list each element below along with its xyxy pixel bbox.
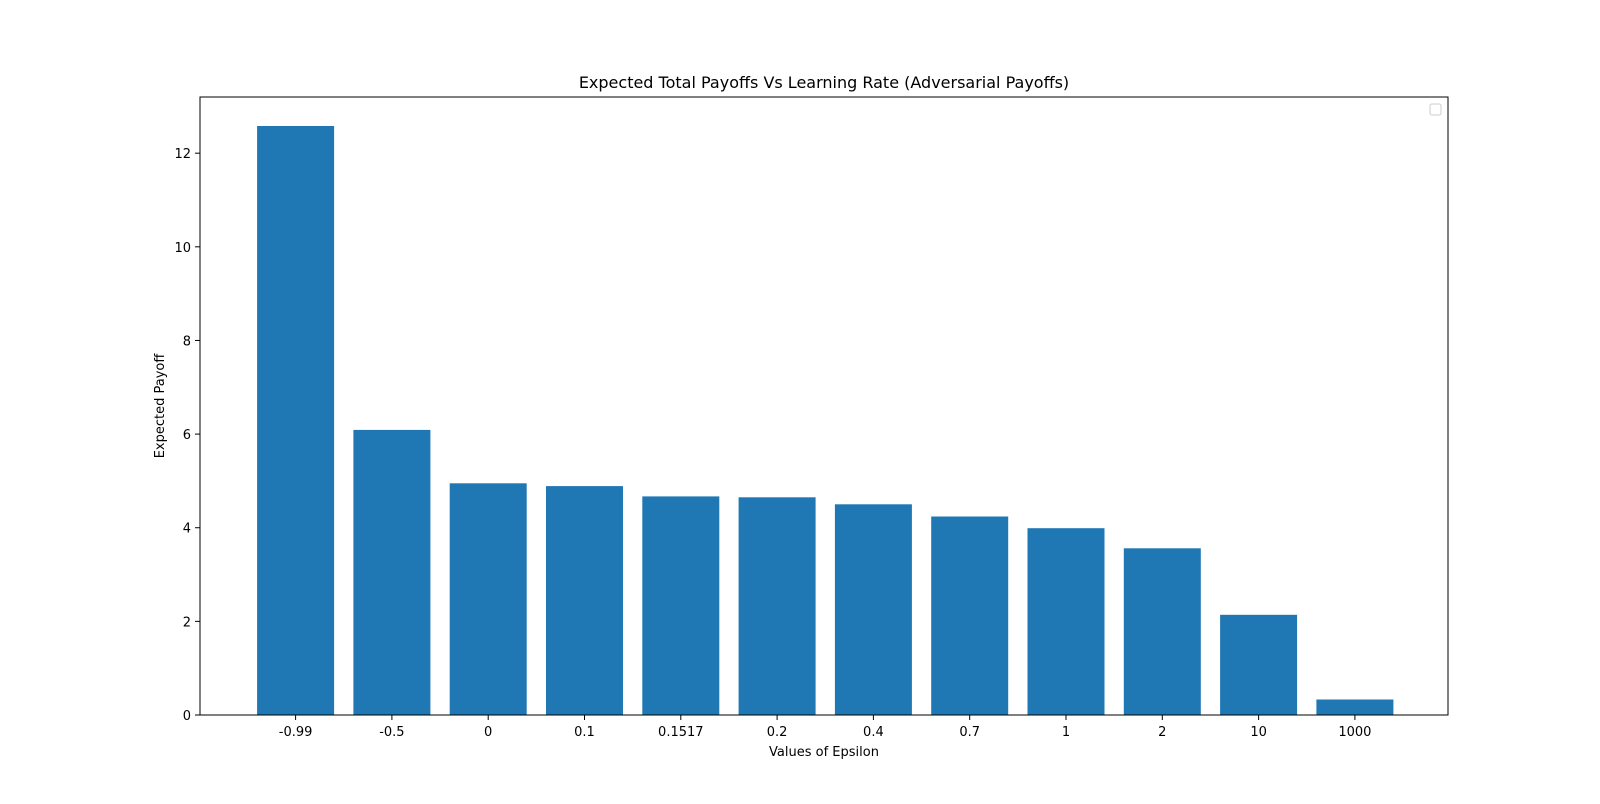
y-tick-label: 2 [183,615,191,630]
x-tick-label: -0.5 [379,725,404,740]
x-tick-label: 0 [484,725,492,740]
bars-group [257,126,1394,716]
bar [1123,548,1201,715]
chart-title: Expected Total Payoffs Vs Learning Rate … [579,73,1069,92]
x-tick-label: 0.2 [767,725,788,740]
x-tick-label: 1000 [1338,725,1371,740]
x-tick-label: 0.7 [959,725,980,740]
y-tick-label: 0 [183,709,191,724]
bar [1316,699,1394,715]
bar [257,126,335,715]
bar [642,496,720,715]
y-tick-label: 4 [183,522,191,537]
x-tick-label: -0.99 [279,725,313,740]
bar [546,486,623,715]
bar [449,483,527,716]
bar [738,497,816,715]
x-axis-ticks: -0.99 -0.5 0 0.1 0.1517 0.2 0.4 0.7 1 2 10 1000 [279,715,1371,740]
y-axis-label: Expected Payoff [153,353,168,459]
bar [931,516,1009,715]
x-tick-label: 0.1517 [658,725,704,740]
plot-area-frame [199,96,1449,716]
bar [1220,614,1298,715]
bar [353,429,431,715]
x-tick-label: 0.1 [574,725,595,740]
y-tick-label: 6 [183,428,191,443]
y-tick-label: 12 [174,147,191,162]
x-axis-label: Values of Epsilon [769,745,879,760]
y-axis-ticks: 0 2 4 6 8 10 12 [174,147,200,724]
x-tick-label: 1 [1062,725,1070,740]
y-tick-label: 10 [174,241,191,256]
x-tick-label: 0.4 [863,725,884,740]
legend-box [1429,103,1442,116]
x-tick-label: 2 [1158,725,1166,740]
y-tick-label: 8 [183,334,191,349]
bar [834,504,912,715]
x-tick-label: 10 [1250,725,1267,740]
bar [1027,528,1105,715]
